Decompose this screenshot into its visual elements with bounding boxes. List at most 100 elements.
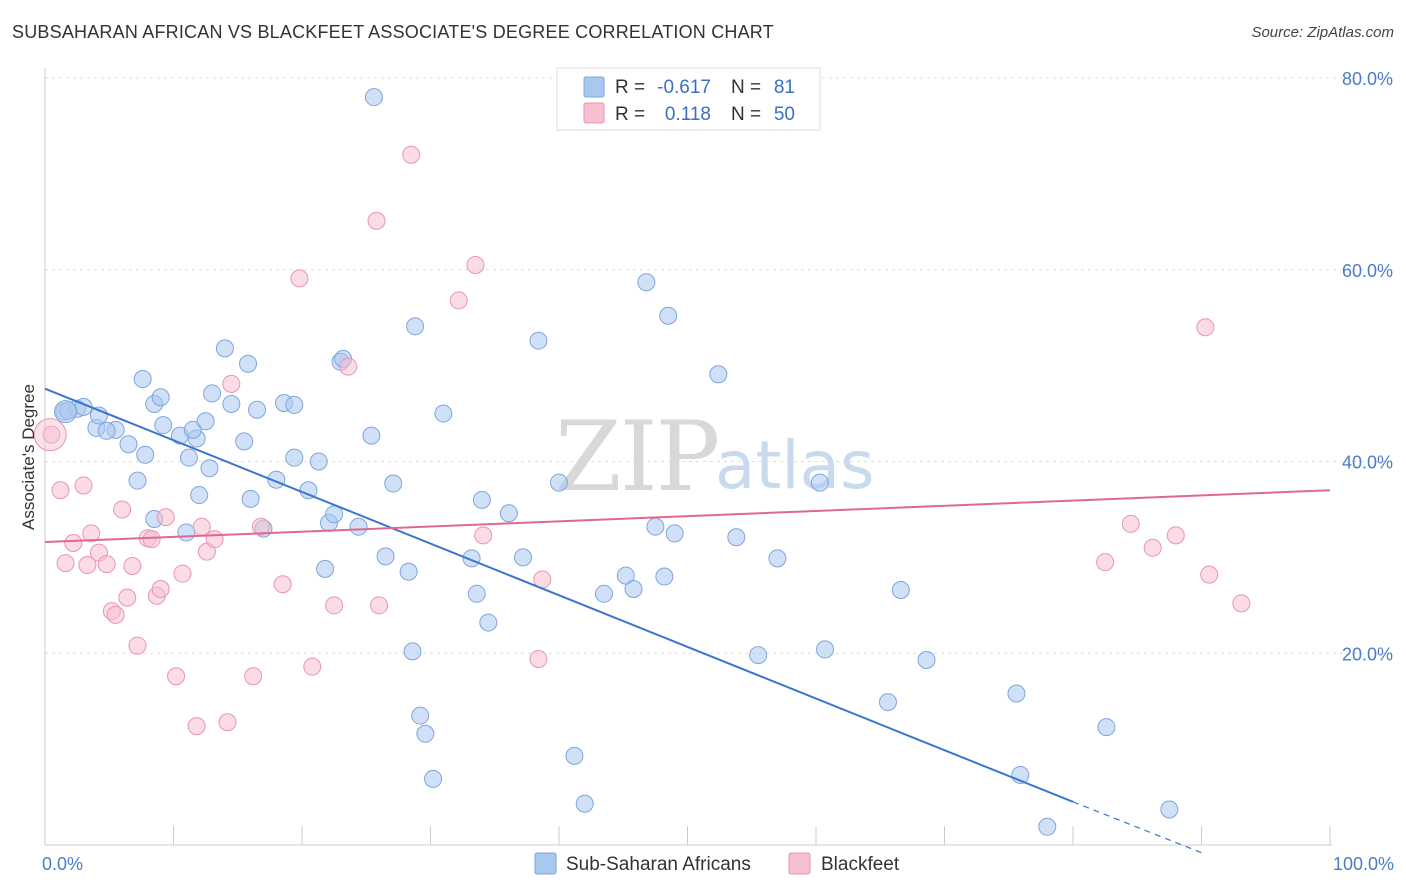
blackfeet-point xyxy=(370,596,389,615)
sub-saharan-point xyxy=(128,471,147,490)
legend-stats: R = -0.617 N = 81 R = 0.118 N = 50 xyxy=(556,67,821,131)
legend-series: Sub-Saharan Africans Blackfeet xyxy=(534,852,900,875)
sub-saharan-point xyxy=(190,486,209,505)
blackfeet-point xyxy=(205,530,224,549)
sub-saharan-point xyxy=(891,580,910,599)
y-tick-label: 60.0% xyxy=(1342,261,1393,281)
sub-saharan-point xyxy=(616,566,635,585)
sub-saharan-point xyxy=(309,452,328,471)
legend-r-label-pink: R = xyxy=(615,104,645,125)
blackfeet-point xyxy=(33,418,67,452)
legend-swatch-blackfeet xyxy=(788,852,811,875)
blackfeet-point xyxy=(244,667,263,686)
sub-saharan-point xyxy=(179,448,198,467)
chart-source: Source: ZipAtlas.com xyxy=(1251,24,1394,41)
sub-saharan-point xyxy=(727,528,746,547)
sub-saharan-point xyxy=(655,567,674,586)
sub-saharan-trend-line xyxy=(44,387,1074,803)
legend-n-label-blue: N = xyxy=(731,77,761,98)
sub-saharan-point xyxy=(550,473,568,492)
sub-saharan-point xyxy=(665,524,684,543)
sub-saharan-point xyxy=(406,317,425,336)
blackfeet-point xyxy=(56,554,75,573)
sub-saharan-point xyxy=(659,306,678,325)
sub-saharan-point xyxy=(136,445,155,464)
blackfeet-point xyxy=(192,517,211,536)
sub-saharan-point xyxy=(646,517,665,536)
legend-swatch-sub-saharan xyxy=(534,852,557,875)
sub-saharan-point xyxy=(215,339,234,358)
blackfeet-point xyxy=(222,374,241,393)
grid-lines xyxy=(45,77,1392,654)
blackfeet-point xyxy=(142,530,161,549)
sub-saharan-point xyxy=(285,395,304,414)
sub-saharan-point xyxy=(97,421,116,440)
sub-saharan-point xyxy=(54,400,78,424)
sub-saharan-point xyxy=(177,523,196,542)
sub-saharan-point xyxy=(624,580,643,599)
sub-saharan-point xyxy=(479,613,498,632)
blackfeet-point xyxy=(156,508,175,527)
watermark-atlas: atlas xyxy=(715,427,875,504)
blackfeet-point xyxy=(474,526,493,545)
blackfeet-point xyxy=(367,211,386,230)
blackfeet-point xyxy=(325,596,344,615)
sub-saharan-point xyxy=(133,370,152,389)
sub-saharan-point xyxy=(749,646,768,665)
legend-n-value-pink: 50 xyxy=(774,104,795,125)
blackfeet-point xyxy=(273,575,292,594)
sub-saharan-point xyxy=(1038,817,1057,836)
sub-saharan-point xyxy=(376,547,395,566)
sub-saharan-point xyxy=(424,769,443,788)
sub-saharan-point xyxy=(183,420,202,439)
sub-saharan-point xyxy=(637,273,656,292)
blackfeet-point xyxy=(339,357,358,376)
sub-saharan-point xyxy=(416,724,435,743)
sub-saharan-point xyxy=(411,706,430,725)
blackfeet-point xyxy=(290,269,309,288)
legend-swatch-blue xyxy=(583,76,605,98)
sub-saharan-point xyxy=(235,432,254,451)
y-tick-label: 40.0% xyxy=(1342,453,1393,473)
blackfeet-point xyxy=(251,517,270,536)
sub-saharan-point xyxy=(514,548,533,567)
chart-title: SUBSAHARAN AFRICAN VS BLACKFEET ASSOCIAT… xyxy=(12,22,774,42)
sub-saharan-point xyxy=(203,384,222,403)
x-tick-label: 0.0% xyxy=(42,854,83,874)
sub-saharan-point xyxy=(594,584,613,603)
sub-saharan-point xyxy=(119,435,138,454)
sub-saharan-point xyxy=(575,794,594,813)
blackfeet-point xyxy=(42,425,61,444)
sub-saharan-point xyxy=(154,416,173,435)
blackfeet-point xyxy=(64,533,83,552)
blackfeet-point xyxy=(118,588,137,607)
blackfeet-point xyxy=(1166,526,1185,545)
data-points xyxy=(33,88,1251,836)
blackfeet-point xyxy=(1143,538,1162,557)
y-tick-label: 20.0% xyxy=(1342,644,1393,664)
sub-saharan-point xyxy=(917,650,936,669)
blackfeet-point xyxy=(167,667,186,686)
sub-saharan-point xyxy=(1007,684,1026,703)
legend-swatch-pink xyxy=(583,102,605,124)
sub-saharan-point xyxy=(362,426,381,445)
sub-saharan-point xyxy=(196,412,215,431)
sub-saharan-point xyxy=(248,400,267,419)
legend-n-label-pink: N = xyxy=(731,104,761,125)
sub-saharan-point xyxy=(467,584,486,603)
sub-saharan-point xyxy=(384,474,403,493)
trend-lines xyxy=(44,387,1331,854)
sub-saharan-point xyxy=(472,490,491,509)
blackfeet-point xyxy=(1121,514,1140,533)
blackfeet-point xyxy=(123,557,142,576)
blackfeet-point xyxy=(74,476,93,495)
blackfeet-point xyxy=(78,556,97,575)
sub-saharan-point xyxy=(285,448,304,467)
blackfeet-point xyxy=(82,524,101,543)
sub-saharan-point xyxy=(316,559,335,578)
sub-saharan-point xyxy=(1097,718,1116,737)
legend-r-label-blue: R = xyxy=(615,77,645,98)
sub-saharan-point xyxy=(222,394,241,413)
legend-label-sub-saharan: Sub-Saharan Africans xyxy=(566,854,751,875)
